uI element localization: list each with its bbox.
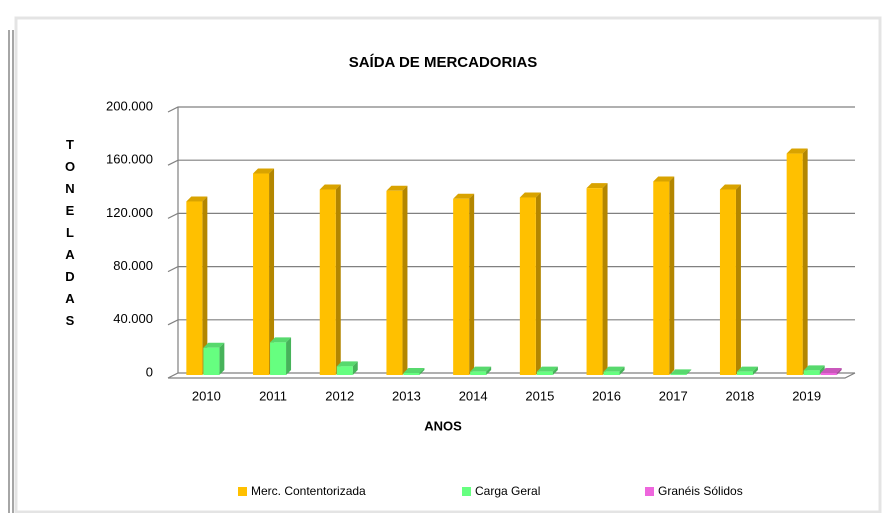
y-tick-label: 120.000 bbox=[106, 205, 153, 220]
bar bbox=[453, 198, 470, 375]
bar-side bbox=[269, 168, 275, 375]
bar bbox=[736, 371, 753, 375]
bar-top bbox=[519, 192, 541, 198]
bar-top bbox=[203, 342, 225, 348]
bar-top bbox=[586, 183, 608, 189]
bar-top bbox=[253, 168, 275, 174]
bar-top bbox=[803, 365, 825, 371]
x-axis-label: ANOS bbox=[424, 418, 462, 433]
legend-swatch bbox=[238, 487, 247, 496]
bar-side bbox=[836, 368, 842, 375]
y-tick-label: 0 bbox=[146, 364, 153, 379]
bar bbox=[670, 374, 687, 375]
bar bbox=[403, 373, 420, 375]
bar-side bbox=[802, 148, 808, 375]
bar-side bbox=[752, 366, 758, 375]
bar-side bbox=[286, 337, 292, 375]
bar-side bbox=[419, 368, 425, 375]
bar-side bbox=[202, 196, 208, 375]
bar-side bbox=[735, 184, 741, 375]
x-tick-label: 2011 bbox=[259, 388, 287, 403]
y-tick-label: 80.000 bbox=[113, 258, 153, 273]
bar-top bbox=[603, 366, 625, 372]
bar-side bbox=[602, 183, 608, 375]
bar bbox=[336, 366, 353, 375]
bar-top bbox=[386, 185, 408, 191]
bar-top bbox=[336, 361, 358, 367]
bar bbox=[536, 371, 553, 375]
bar-top bbox=[653, 176, 675, 182]
x-tick-label: 2018 bbox=[725, 388, 754, 403]
bar-side bbox=[535, 192, 541, 375]
legend-swatch bbox=[462, 487, 471, 496]
x-tick-label: 2015 bbox=[525, 388, 554, 403]
legend-label: Carga Geral bbox=[475, 484, 540, 498]
bar bbox=[470, 371, 487, 375]
bar-top bbox=[403, 368, 425, 374]
y-tick-label: 200.000 bbox=[106, 98, 153, 113]
bar-side bbox=[686, 369, 692, 375]
bar bbox=[519, 197, 536, 375]
bar-side bbox=[669, 176, 675, 375]
bar bbox=[603, 371, 620, 375]
bar-top bbox=[736, 366, 758, 372]
bar-top bbox=[820, 368, 842, 374]
legend-label: Granéis Sólidos bbox=[658, 484, 743, 498]
legend-label: Merc. Contentorizada bbox=[251, 484, 366, 498]
bar bbox=[270, 342, 287, 375]
bar-side bbox=[469, 193, 475, 375]
bar-top bbox=[719, 184, 741, 190]
bar bbox=[653, 181, 670, 375]
x-tick-label: 2019 bbox=[792, 388, 821, 403]
bar-side bbox=[619, 366, 625, 375]
x-tick-label: 2013 bbox=[392, 388, 421, 403]
y-tick-label: 160.000 bbox=[106, 152, 153, 167]
axis-floor bbox=[168, 372, 856, 379]
bar bbox=[319, 189, 336, 375]
bar bbox=[820, 373, 837, 375]
chart-title: SAÍDA DE MERCADORIAS bbox=[349, 54, 538, 71]
bar-top bbox=[470, 366, 492, 372]
x-tick-label: 2014 bbox=[459, 388, 488, 403]
bar-top bbox=[270, 337, 292, 343]
bar bbox=[253, 173, 270, 375]
x-tick-label: 2012 bbox=[325, 388, 354, 403]
bar bbox=[186, 201, 203, 375]
bar bbox=[719, 189, 736, 375]
bar bbox=[786, 153, 803, 375]
bar-side bbox=[219, 342, 225, 375]
bar-top bbox=[319, 184, 341, 190]
x-tick-label: 2016 bbox=[592, 388, 621, 403]
bar-top bbox=[670, 369, 692, 375]
bar bbox=[203, 347, 220, 375]
bar bbox=[386, 190, 403, 375]
bar-side bbox=[352, 361, 358, 375]
bar-side bbox=[552, 366, 558, 375]
x-tick-label: 2017 bbox=[659, 388, 688, 403]
bar-top bbox=[186, 196, 208, 202]
bar bbox=[586, 188, 603, 375]
bar-side bbox=[819, 365, 825, 375]
bar-side bbox=[402, 185, 408, 375]
bar-top bbox=[453, 193, 475, 199]
bar-top bbox=[536, 366, 558, 372]
y-tick-label: 40.000 bbox=[113, 311, 153, 326]
legend-swatch bbox=[645, 487, 654, 496]
bar-side bbox=[335, 184, 341, 375]
x-tick-label: 2010 bbox=[192, 388, 221, 403]
bar-side bbox=[486, 366, 492, 375]
bar-top bbox=[786, 148, 808, 154]
bar bbox=[803, 370, 820, 375]
